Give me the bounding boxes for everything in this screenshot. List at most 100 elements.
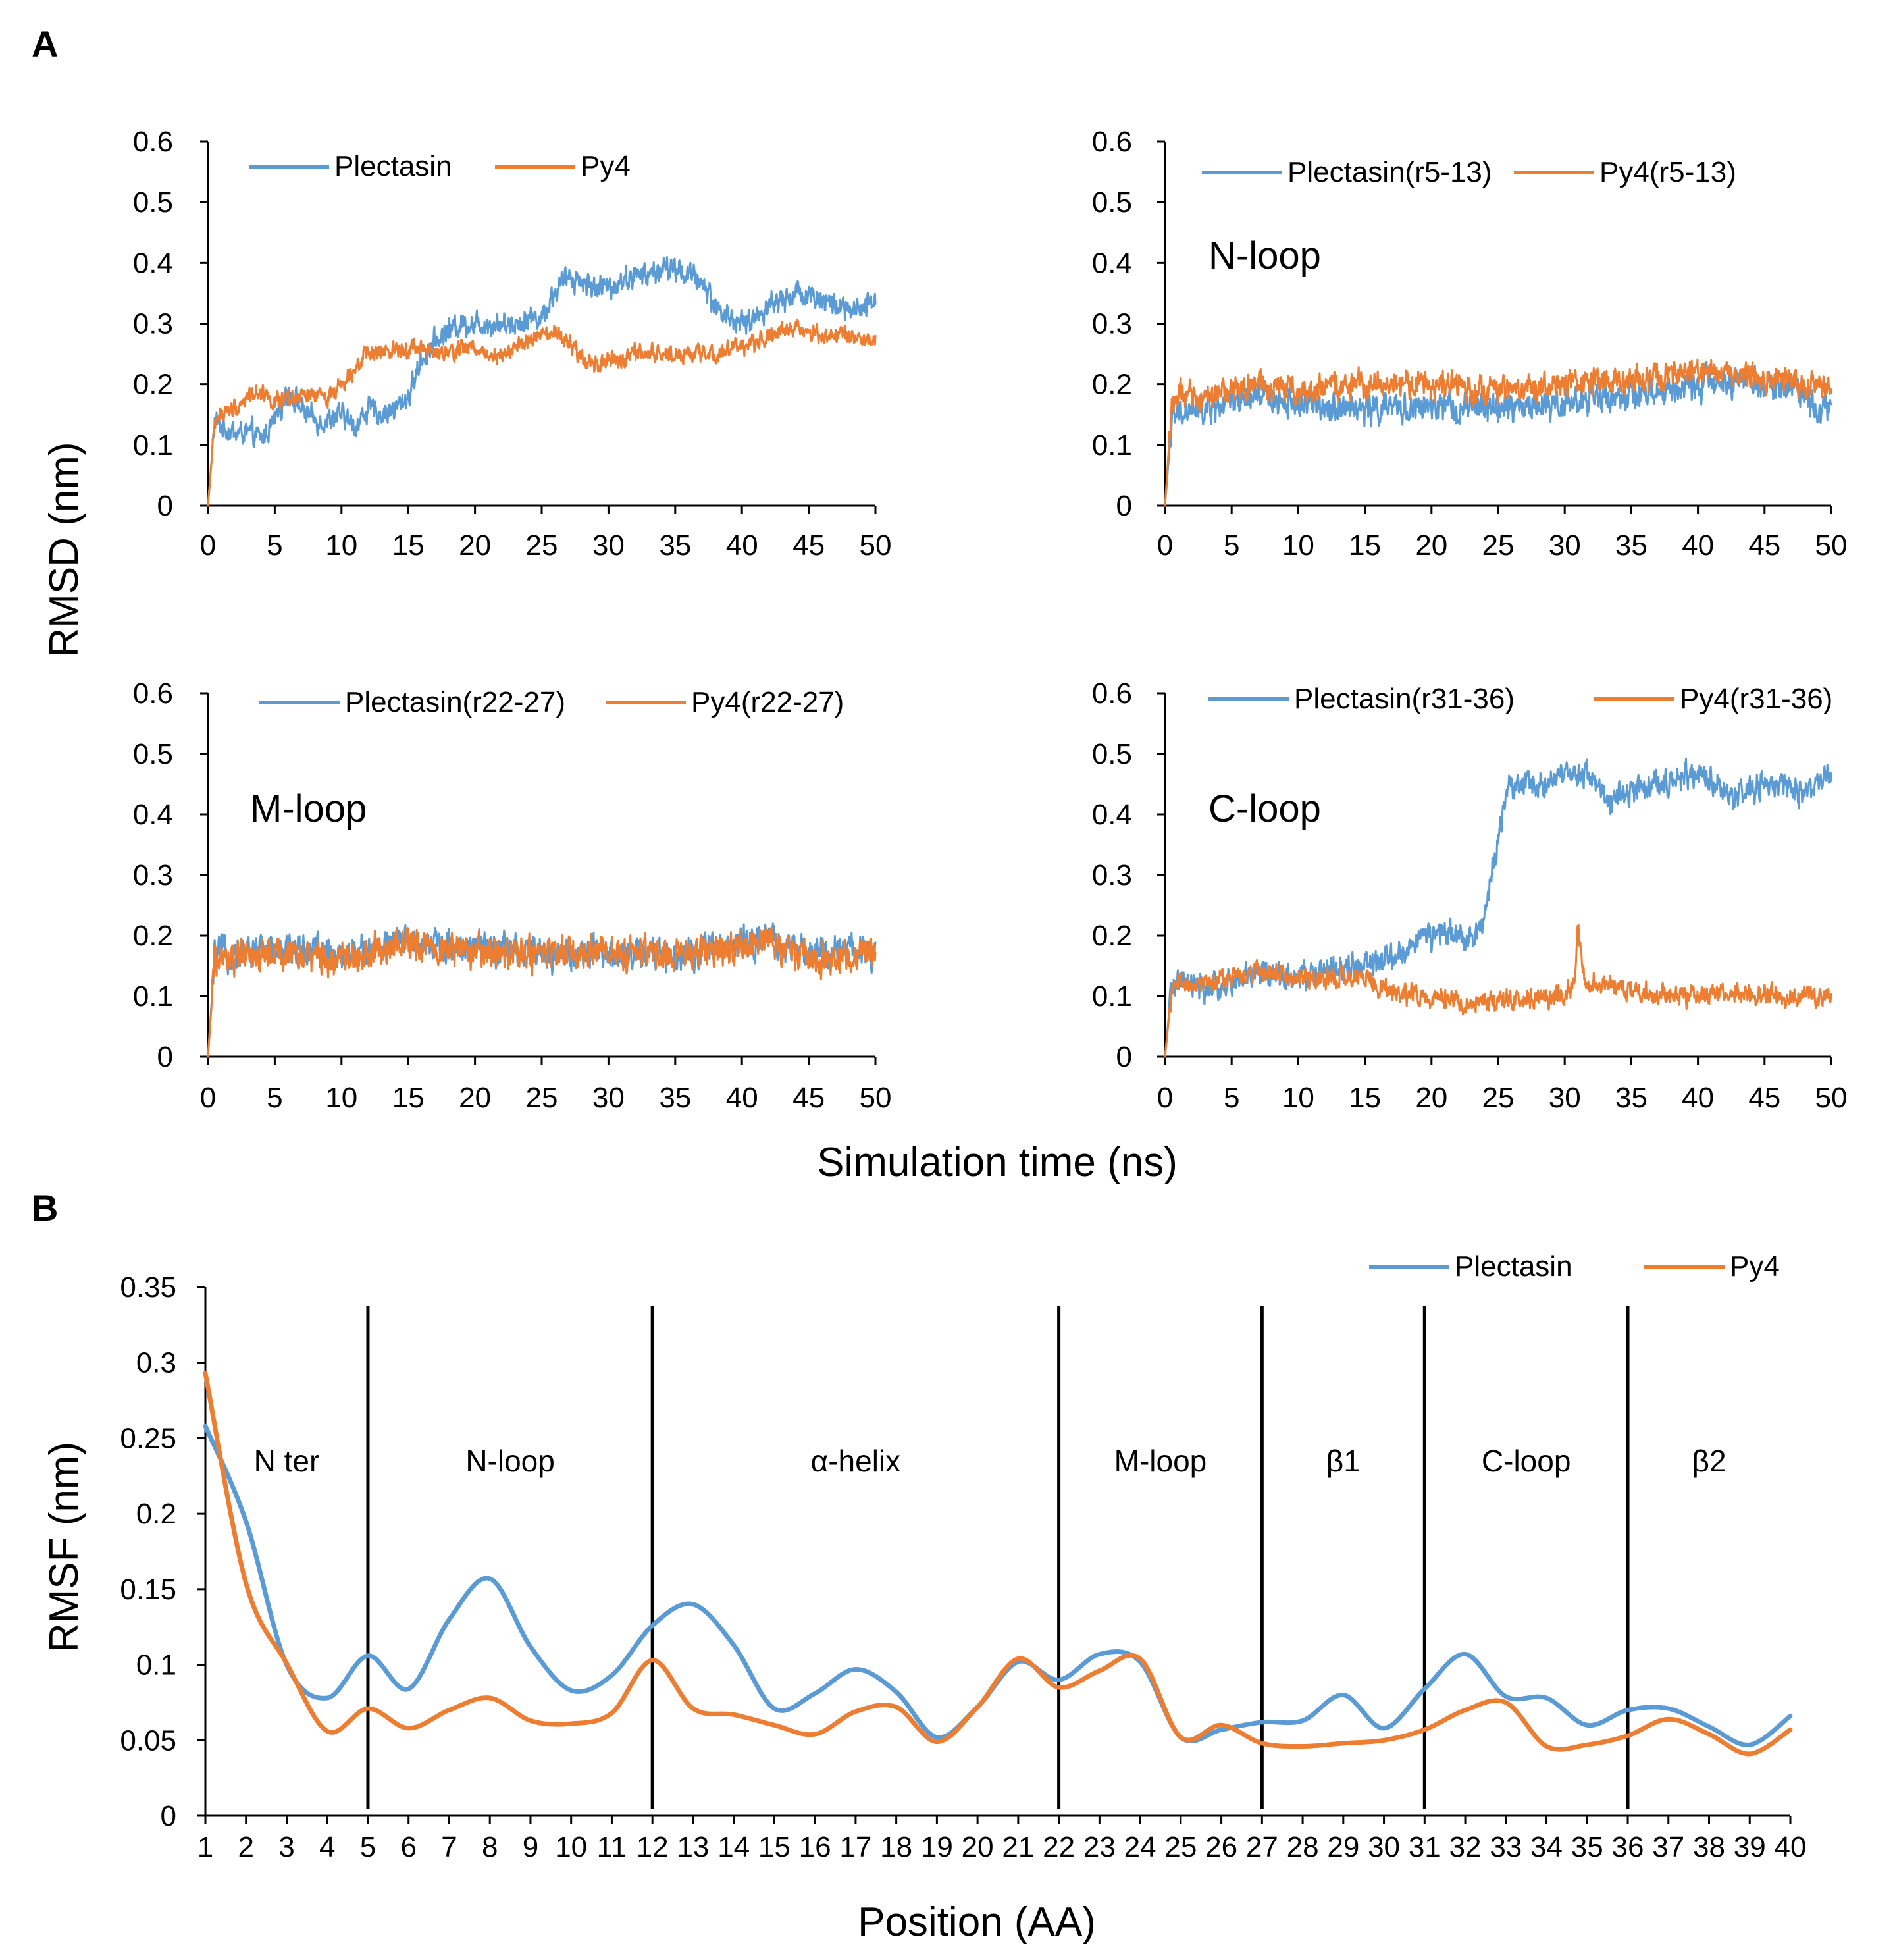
chart-b-x-tick-label: 32 xyxy=(1449,1831,1482,1863)
chart-b-x-tick-label: 36 xyxy=(1612,1831,1644,1863)
chart-b-x-tick-label: 28 xyxy=(1287,1831,1319,1863)
chart-a1-series-py4 xyxy=(207,319,877,507)
chart-a2-series-py4-r5-13 xyxy=(1164,358,1832,507)
chart-b-x-tick-label: 23 xyxy=(1083,1831,1116,1863)
chart-b-x-tick-label: 8 xyxy=(482,1831,498,1863)
chart-a3-y-tick-label: 0.4 xyxy=(133,799,173,831)
chart-b-legend-label-py4: Py4 xyxy=(1730,1250,1780,1283)
rmsd-axis-title: RMSD (nm) xyxy=(41,442,87,657)
chart-b-x-tick-label: 1 xyxy=(197,1831,213,1863)
chart-a1-legend-label-py4: Py4 xyxy=(581,150,631,182)
chart-a1-x-tick-label: 5 xyxy=(267,529,282,562)
chart-a3-series-py4-r22-27 xyxy=(207,926,877,1058)
chart-a3-legend-label-py4-r22-27: Py4(r22-27) xyxy=(691,686,844,718)
chart-b-y-tick-label: 0.05 xyxy=(120,1724,176,1757)
chart-a2-y-tick-label: 0.1 xyxy=(1092,429,1132,462)
chart-a2-x-tick-label: 10 xyxy=(1282,529,1314,562)
chart-a3-y-tick-label: 0.3 xyxy=(133,859,173,891)
chart-a1-series-plectasin xyxy=(207,256,877,507)
chart-a4-x-tick-label: 25 xyxy=(1482,1082,1515,1114)
chart-b-y-tick-label: 0.3 xyxy=(136,1347,176,1379)
chart-b-series-py4 xyxy=(203,1371,1793,1757)
chart-a1-x-tick-label: 40 xyxy=(726,529,758,562)
chart-a2-x-tick-label: 15 xyxy=(1349,529,1381,562)
chart-a1-x-tick-label: 10 xyxy=(325,529,357,562)
chart-a4-y-tick-label: 0.3 xyxy=(1092,859,1132,891)
chart-a4-x-tick-label: 15 xyxy=(1349,1082,1381,1114)
chart-b-x-tick-label: 19 xyxy=(921,1831,953,1863)
chart-b-x-tick-label: 17 xyxy=(839,1831,871,1863)
panel-b-letter: B xyxy=(32,1187,58,1229)
chart-b-x-tick-label: 38 xyxy=(1693,1831,1725,1863)
chart-b-x-tick-label: 4 xyxy=(319,1831,335,1863)
chart-a1-y-tick-label: 0 xyxy=(157,490,173,522)
chart-b-segment-2-label: β2 xyxy=(1692,1444,1726,1478)
chart-b-x-tick-label: 20 xyxy=(962,1831,994,1863)
chart-a4-x-tick-label: 40 xyxy=(1682,1082,1714,1114)
chart-a1-x-tick-label: 35 xyxy=(659,529,691,562)
chart-a4-x-tick-label: 0 xyxy=(1157,1082,1173,1114)
chart-a3-x-tick-label: 0 xyxy=(200,1082,216,1114)
chart-b-x-tick-label: 35 xyxy=(1571,1831,1603,1863)
chart-a2-x-tick-label: 40 xyxy=(1682,529,1714,562)
chart-a4-y-tick-label: 0.4 xyxy=(1092,799,1132,831)
chart-a4-y-tick-label: 0 xyxy=(1116,1041,1132,1073)
rmsd-m-loop-chart: 0 0.1 0.2 0.3 0.4 0.5 0.6 0 5 10 15 20 25 30 35 40 45 50 M… xyxy=(133,677,892,1114)
chart-b-legend-label-plectasin: Plectasin xyxy=(1455,1250,1572,1283)
chart-b-x-tick-label: 12 xyxy=(636,1831,669,1863)
chart-b-x-tick-label: 9 xyxy=(523,1831,538,1863)
chart-a3-x-tick-label: 50 xyxy=(860,1082,892,1114)
rmsf-per-residue-chart: 00.050.10.150.20.250.30.351 2 3 4 5 6 7 8 9 10 11 1… xyxy=(41,1250,1806,1945)
chart-b-segment-c-loop-label: C-loop xyxy=(1482,1444,1571,1478)
chart-b-x-tick-label: 3 xyxy=(278,1831,294,1863)
chart-a4-y-tick-label: 0.6 xyxy=(1092,677,1132,710)
chart-a1-y-tick-label: 0.3 xyxy=(133,308,173,340)
chart-a4-y-tick-label: 0.5 xyxy=(1092,738,1132,770)
chart-a3-x-tick-label: 30 xyxy=(592,1082,625,1114)
chart-b-x-tick-label: 21 xyxy=(1002,1831,1034,1863)
chart-b-y-tick-label: 0.25 xyxy=(120,1422,176,1454)
chart-a3-x-tick-label: 5 xyxy=(267,1082,282,1114)
chart-b-y-tick-label: 0.1 xyxy=(136,1649,176,1682)
chart-b-x-tick-label: 26 xyxy=(1205,1831,1237,1863)
chart-b-x-tick-label: 27 xyxy=(1246,1831,1278,1863)
rmsd-n-loop-chart: 0 0.1 0.2 0.3 0.4 0.5 0.6 0 5 10 15 20 25 30 35 40 45 50 N… xyxy=(1092,126,1848,562)
chart-b-x-tick-label: 16 xyxy=(799,1831,831,1863)
chart-a2-x-tick-label: 30 xyxy=(1549,529,1581,562)
chart-a3-region-label: M-loop xyxy=(250,787,367,830)
chart-a3-y-tick-label: 0.2 xyxy=(133,920,173,952)
chart-a2-region-label: N-loop xyxy=(1208,234,1321,277)
chart-a4-x-tick-label: 10 xyxy=(1282,1082,1314,1114)
chart-a4-series-py4-r31-36 xyxy=(1164,924,1832,1058)
chart-a2-x-tick-label: 20 xyxy=(1415,529,1447,562)
chart-b-y-tick-label: 0.35 xyxy=(120,1271,176,1304)
chart-a2-legend-label-py4-r5-13: Py4(r5-13) xyxy=(1599,156,1736,188)
chart-a1-x-tick-label: 30 xyxy=(592,529,625,562)
chart-b-x-tick-label: 2 xyxy=(238,1831,254,1863)
chart-b-x-tick-label: 33 xyxy=(1490,1831,1522,1863)
chart-b-x-tick-label: 15 xyxy=(758,1831,791,1863)
chart-a3-x-tick-label: 10 xyxy=(325,1082,357,1114)
chart-a1-x-tick-label: 20 xyxy=(459,529,491,562)
chart-a4-legend-label-py4-r31-36: Py4(r31-36) xyxy=(1680,683,1832,715)
chart-b-x-tick-label: 22 xyxy=(1043,1831,1075,1863)
chart-a3-y-tick-label: 0.6 xyxy=(133,677,173,710)
chart-a2-x-tick-label: 45 xyxy=(1748,529,1780,562)
chart-a4-x-tick-label: 35 xyxy=(1615,1082,1648,1114)
chart-a1-y-tick-label: 0.6 xyxy=(133,126,173,158)
simulation-time-axis-title: Simulation time (ns) xyxy=(817,1140,1178,1185)
chart-a2-series-plectasin-r5-13 xyxy=(1164,360,1832,507)
chart-b-y-axis-title: RMSF (nm) xyxy=(41,1442,87,1653)
chart-a2-y-tick-label: 0.5 xyxy=(1092,186,1132,219)
chart-b-x-tick-label: 40 xyxy=(1775,1831,1807,1863)
chart-b-x-tick-label: 30 xyxy=(1368,1831,1400,1863)
chart-a2-y-tick-label: 0 xyxy=(1116,490,1132,522)
rmsd-whole-peptide-chart: 0 0.1 0.2 0.3 0.4 0.5 0.6 0 5 10 15 20 25 30 35 40 45 50 P… xyxy=(133,126,892,562)
chart-b-x-tick-label: 5 xyxy=(360,1831,376,1863)
chart-b-segment-1-label: β1 xyxy=(1326,1444,1361,1478)
chart-b-segment-helix-label: α-helix xyxy=(811,1444,901,1478)
chart-a1-x-tick-label: 15 xyxy=(392,529,425,562)
chart-a3-y-tick-label: 0.5 xyxy=(133,738,173,770)
chart-b-x-tick-label: 14 xyxy=(717,1831,750,1863)
chart-a2-legend-label-plectasin-r5-13: Plectasin(r5-13) xyxy=(1287,156,1492,188)
